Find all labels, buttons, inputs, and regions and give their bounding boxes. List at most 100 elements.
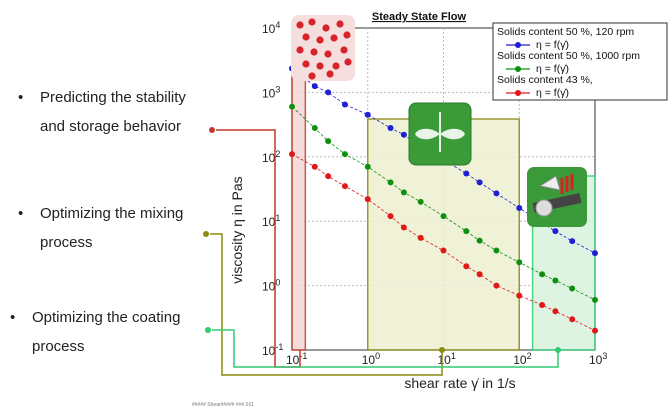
particle [308,72,316,80]
data-point [364,163,371,170]
data-point [493,247,500,254]
y-tick-label: 101 [262,213,280,229]
bullet-text: process [32,338,85,355]
data-point [341,183,348,190]
data-point [552,277,559,284]
data-point [387,179,394,186]
data-point [417,234,424,241]
particle [302,60,310,68]
particle [296,46,304,54]
particle [302,33,310,41]
data-point [569,285,576,292]
data-point [289,103,295,110]
connector-coating [212,329,559,368]
connector-dot-stability [209,127,215,133]
particle [332,62,340,70]
y-tick-label: 103 [262,84,280,100]
data-point [493,282,500,289]
data-point [311,83,318,90]
particle [308,18,316,26]
bullet-list: • Predicting the stability and storage beh… [10,89,186,355]
legend-entry-name: Solids content 43 %, [497,74,593,86]
y-tick-label: 104 [262,20,280,36]
data-point [463,263,470,270]
y-tick-label: 100 [262,278,280,294]
particle [322,24,330,32]
connector-dot-mixing-axis [439,347,445,353]
chart-title: Steady State Flow [372,11,467,23]
data-point [400,131,407,138]
data-point [539,271,546,278]
legend-entry-sub: η = f(γ̇) [536,63,569,75]
y-tick-label: 10-1 [262,342,283,358]
connector-dot-coating-axis [555,347,561,353]
y-tick-label: 102 [262,149,280,165]
series-line-2 [291,153,596,331]
region-stability [291,39,307,351]
particle [316,62,324,70]
particle [340,46,348,54]
particle [316,36,324,44]
data-point [400,224,407,231]
legend-entry-sub: η = f(γ̇) [536,39,569,51]
x-tick-label: 103 [589,351,607,367]
data-point [493,190,500,197]
data-point [387,125,394,132]
x-tick-label: 10-1 [286,351,307,367]
legend-marker [515,90,521,96]
data-point [516,259,523,266]
particle [330,34,338,42]
data-point [569,316,576,323]
data-point [516,292,523,299]
legend-entry-name: Solids content 50 %, 1000 rpm [497,50,640,62]
particles-icon [291,15,355,81]
data-point [417,198,424,205]
bullet-text: Optimizing the mixing [40,205,183,222]
data-point [325,173,332,180]
particle [343,31,351,39]
coating-icon [527,167,587,227]
data-point [476,179,483,186]
bullet-marker: • [10,309,15,326]
bullet-text: and storage behavior [40,118,181,135]
legend-marker [515,66,521,72]
connector-dot-coating [205,327,211,333]
data-point [592,296,598,303]
particle [336,20,344,28]
legend-entry-sub: η = f(γ̇) [536,87,569,99]
data-point [440,247,447,254]
data-point [325,138,332,145]
data-point [364,111,371,118]
data-point [325,89,332,96]
data-point [341,151,348,158]
y-axis-label: viscosity η in Pas [229,176,245,283]
bullet-marker: • [18,205,23,222]
x-tick-label: 101 [438,351,456,367]
data-point [552,228,559,235]
data-point [463,228,470,235]
data-point [592,327,598,334]
x-tick-label: 100 [362,351,380,367]
data-point [311,125,318,132]
axis-ticks: 10-1 100 101 102 103 10-1 100 101 102 103 104 [262,20,607,367]
x-tick-label: 102 [513,351,531,367]
data-point [400,189,407,196]
data-series [289,65,598,334]
data-point [476,237,483,244]
connector-lines [203,127,561,376]
legend-entry-name: Solids content 50 %, 120 rpm [497,26,634,38]
data-point [592,250,598,257]
particle [326,70,334,78]
particle [296,21,304,29]
legend-box [492,22,668,101]
bullet-text: Optimizing the coating [32,309,180,326]
mixer-icon [408,102,472,166]
x-axis-label: shear rate γ̇ in 1/s [404,375,515,391]
data-point [569,238,576,245]
data-point [387,213,394,220]
particle [324,50,332,58]
data-point [311,163,318,170]
particle [310,48,318,56]
